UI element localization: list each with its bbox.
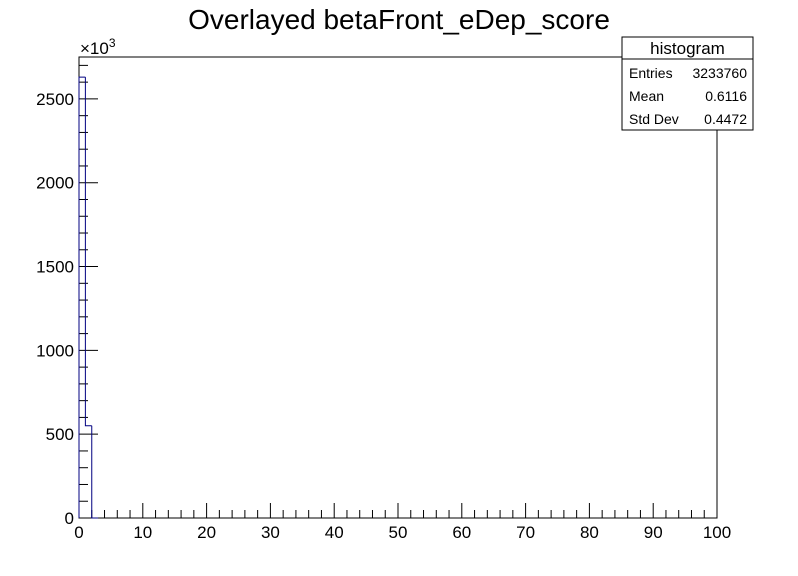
x-axis: 0 10 20 30 40 50 60 70 80 90 100 — [74, 503, 731, 542]
x-tick-label: 80 — [580, 523, 599, 542]
x-tick-label: 60 — [452, 523, 471, 542]
chart-title: Overlayed betaFront_eDep_score — [188, 4, 610, 35]
x-tick-label: 70 — [516, 523, 535, 542]
stats-box-frame — [621, 36, 754, 131]
histogram-bars — [78, 76, 99, 519]
x-tick-label: 30 — [261, 523, 280, 542]
y-axis-exponent: ×103 — [80, 36, 116, 58]
stats-mean-value: 0.6116 — [705, 88, 747, 104]
y-tick-label: 0 — [65, 509, 74, 528]
plot-frame — [78, 56, 718, 519]
y-tick-label: 1500 — [36, 258, 74, 277]
x-tick-label: 10 — [133, 523, 152, 542]
stats-box-title: histogram — [650, 39, 725, 58]
histogram-bin — [78, 76, 86, 518]
x-tick-label: 90 — [644, 523, 663, 542]
x-tick-label: 20 — [197, 523, 216, 542]
stats-box: histogram Entries 3233760 Mean 0.6116 St… — [621, 36, 754, 131]
x-tick-label: 40 — [325, 523, 344, 542]
stats-stddev-value: 0.4472 — [704, 111, 747, 127]
y-tick-label: 1000 — [36, 341, 74, 360]
stats-mean-label: Mean — [629, 88, 664, 104]
y-axis: 0 500 1000 1500 2000 2500 — [36, 64, 98, 528]
y-tick-label: 2000 — [36, 174, 74, 193]
stats-entries-value: 3233760 — [692, 65, 747, 81]
histogram-bin — [91, 425, 99, 519]
y-tick-label: 500 — [46, 425, 74, 444]
y-tick-label: 2500 — [36, 90, 74, 109]
stats-stddev-label: Std Dev — [629, 111, 679, 127]
stats-entries-label: Entries — [629, 65, 673, 81]
histogram-bin — [84, 77, 92, 427]
x-tick-label: 50 — [389, 523, 408, 542]
x-tick-label: 0 — [74, 523, 83, 542]
x-tick-label: 100 — [703, 523, 731, 542]
